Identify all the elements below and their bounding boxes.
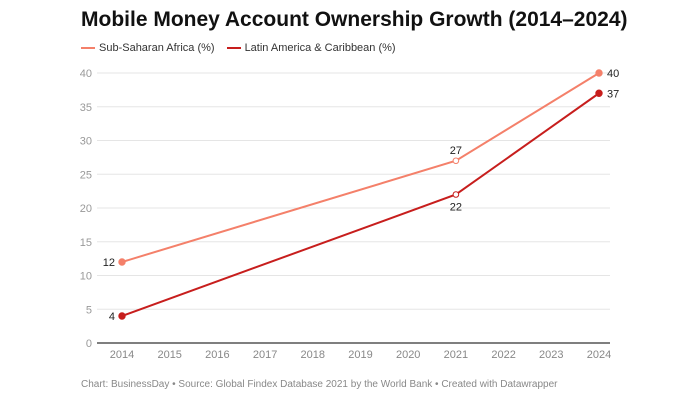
legend-item-ssa: Sub-Saharan Africa (%) [81,42,215,54]
y-tick-label: 5 [86,304,92,316]
y-tick-label: 40 [80,68,92,80]
x-tick-label: 2019 [348,349,372,361]
data-point [452,191,460,198]
x-tick-label: 2020 [396,349,420,361]
legend-label: Latin America & Caribbean (%) [244,42,396,54]
x-tick-label: 2014 [110,349,134,361]
legend-item-latam: Latin America & Caribbean (%) [226,42,396,54]
x-tick-label: 2016 [205,349,229,361]
x-tick-label: 2022 [491,349,515,361]
data-label: 27 [450,145,462,157]
y-tick-label: 35 [80,102,92,114]
y-tick-label: 15 [80,237,92,249]
x-tick-label: 2021 [444,349,468,361]
legend-label: Sub-Saharan Africa (%) [99,42,215,54]
data-point [118,312,126,320]
x-tick-label: 2018 [301,349,325,361]
y-tick-label: 25 [80,169,92,181]
data-label: 40 [607,68,619,80]
legend-swatch [81,47,95,49]
series-line [121,72,600,263]
chart-title: Mobile Money Account Ownership Growth (2… [81,8,628,31]
y-tick-label: 30 [80,136,92,148]
x-tick-label: 2024 [587,349,611,361]
series-line [121,92,600,317]
data-label: 37 [607,88,619,100]
data-label: 12 [103,257,115,269]
data-point [452,157,460,165]
data-point [595,89,603,97]
legend-swatch [226,47,241,49]
data-label: 4 [109,311,115,323]
x-tick-label: 2017 [253,349,277,361]
y-tick-label: 10 [80,271,92,283]
y-tick-label: 20 [80,203,92,215]
footer-credit: Chart: BusinessDay • Source: Global Find… [81,379,558,390]
y-tick-label: 0 [86,338,92,350]
x-tick-label: 2015 [157,349,181,361]
x-tick-label: 2023 [539,349,563,361]
data-point [118,258,126,266]
data-point [595,69,603,77]
data-label: 22 [450,202,462,214]
legend: Sub-Saharan Africa (%) Latin America & C… [81,42,396,54]
